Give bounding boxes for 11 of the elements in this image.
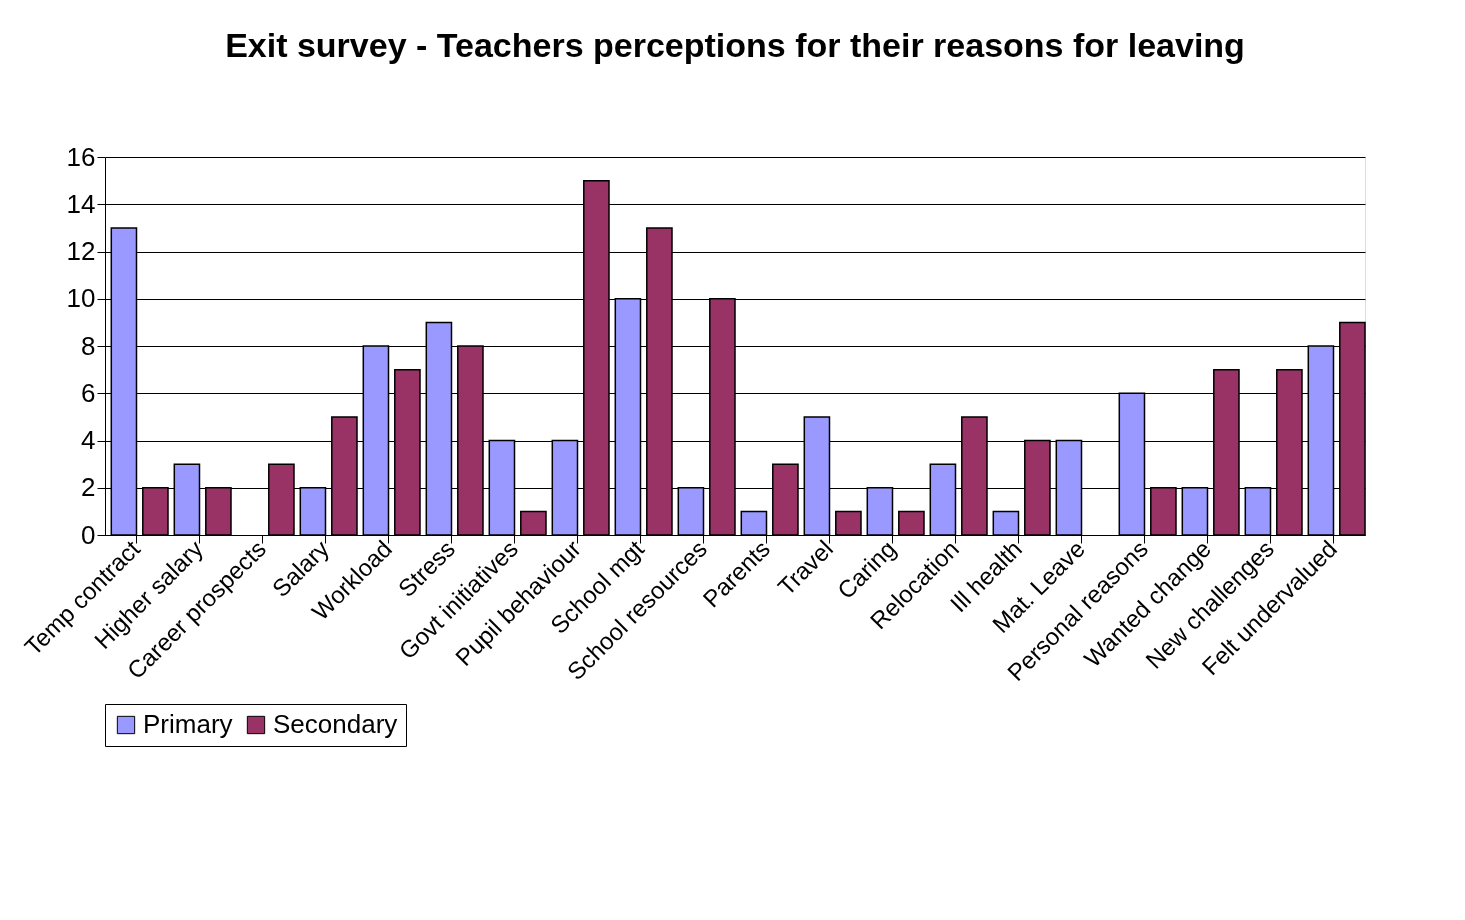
- legend-label: Secondary: [273, 709, 398, 739]
- legend-label: Primary: [143, 709, 233, 739]
- y-tick-label: 2: [81, 472, 96, 503]
- y-tick-label: 8: [81, 330, 96, 361]
- chart-title: Exit survey - Teachers perceptions for their reasons for leaving: [225, 26, 1245, 64]
- y-tick-label: 6: [81, 377, 96, 408]
- y-tick-label: 16: [66, 141, 96, 172]
- y-tick-label: 12: [66, 236, 96, 266]
- y-tick-label: 4: [81, 425, 96, 455]
- y-tick-label: 10: [66, 283, 96, 314]
- y-tick-label: 14: [66, 188, 96, 219]
